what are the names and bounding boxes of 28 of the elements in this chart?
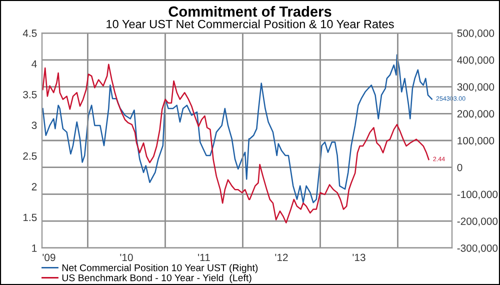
y-tick-label: 3 [32, 122, 37, 130]
y2-tick-label: 100,000 [458, 137, 494, 146]
y-tick-label: 1.5 [23, 214, 37, 222]
y-tick-label: 4 [32, 60, 37, 68]
chart-title: Commitment of Traders [168, 6, 332, 17]
y2-tick-label: -200,000 [457, 218, 498, 226]
y2-tick-label: 0 [457, 164, 462, 172]
y-tick-label: 1 [32, 244, 37, 252]
line-series [42, 64, 430, 224]
x-tick-label: '13 [352, 254, 366, 262]
line-series [42, 54, 432, 204]
x-tick-label: '10 [120, 254, 133, 262]
y2-tick-label: 400,000 [457, 56, 494, 66]
chart-subtitle: 10 Year UST Net Commercial Position & 10 Year Rates [106, 20, 394, 28]
legend-label: Net Commercial Position 10 Year UST (Right) [62, 264, 258, 274]
y2-tick-label: 300,000 [457, 83, 494, 92]
y-tick-label: 2 [32, 183, 37, 190]
y2-tick-label: 200,000 [457, 110, 494, 119]
y-tick-label: 4.5 [22, 30, 37, 37]
y2-tick-label: 500,000 [457, 30, 494, 38]
x-tick-label: '11 [198, 254, 210, 262]
x-tick-label: '09 [42, 254, 56, 262]
x-tick-label: '12 [275, 254, 288, 262]
y-tick-label: 3.5 [23, 90, 37, 98]
y2-tick-label: -100,000 [457, 190, 498, 200]
y2-tick-label: -300,000 [457, 244, 498, 254]
y-tick-label: 2.5 [23, 152, 37, 160]
legend-label: US Benchmark Bond - 10 Year - Yield (Left) [62, 274, 252, 284]
